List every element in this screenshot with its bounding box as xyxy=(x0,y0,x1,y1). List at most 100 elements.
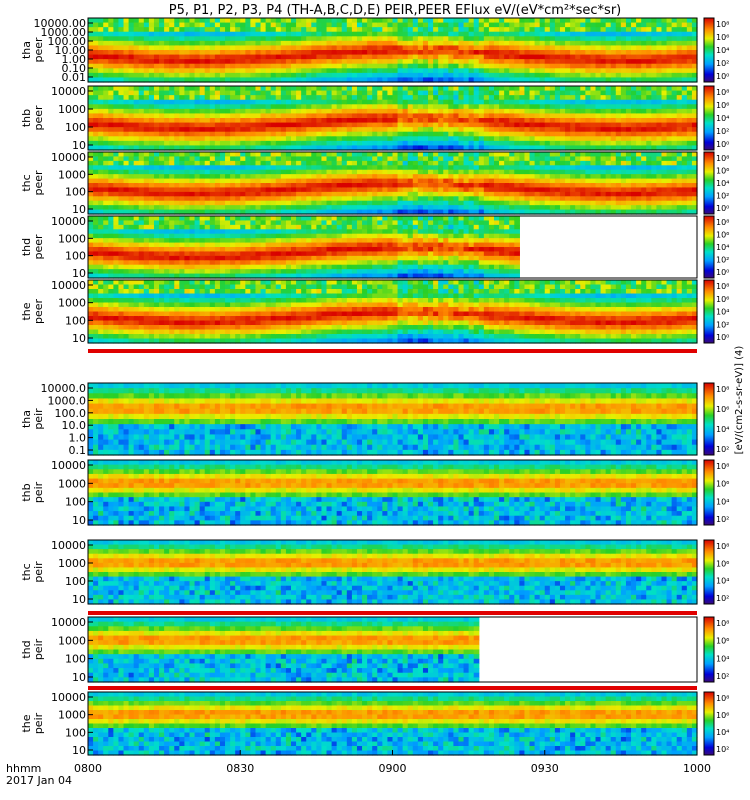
spectrogram-cell xyxy=(184,86,191,92)
spectrogram-cell xyxy=(128,54,135,60)
spectrogram-cell xyxy=(153,200,160,206)
spectrogram-cell xyxy=(529,31,536,37)
spectrogram-cell xyxy=(473,86,480,92)
spectrogram-cell xyxy=(159,165,165,171)
spectrogram-cell xyxy=(113,27,120,33)
spectrogram-cell xyxy=(646,152,652,158)
figure-title: P5, P1, P2, P3, P4 (TH-A,B,C,D,E) PEIR,P… xyxy=(169,3,622,18)
spectrogram-cell xyxy=(123,131,130,137)
spectrogram-cell xyxy=(225,113,231,119)
spectrogram-cell xyxy=(306,113,312,119)
spectrogram-cell xyxy=(387,209,394,215)
spectrogram-cell xyxy=(270,196,277,202)
spectrogram-cell xyxy=(321,108,328,115)
spectrogram-cell xyxy=(341,63,348,69)
spectrogram-cell xyxy=(666,99,673,105)
spectrogram-cell xyxy=(103,127,109,133)
spectrogram-cell xyxy=(108,131,114,137)
spectrogram-cell xyxy=(118,59,125,65)
spectrogram-cell xyxy=(351,152,358,158)
spectrogram-cell xyxy=(275,86,282,92)
spectrogram-cell xyxy=(219,152,226,158)
spectrogram-cell xyxy=(595,50,602,56)
spectrogram-cell xyxy=(402,174,409,180)
spectrogram-cell xyxy=(636,187,642,193)
spectrogram-cell xyxy=(666,86,673,92)
spectrogram-cell xyxy=(600,36,607,42)
spectrogram-cell xyxy=(326,178,333,184)
spectrogram-cell xyxy=(641,63,647,69)
spectrogram-cell xyxy=(575,77,581,83)
spectrogram-cell xyxy=(153,36,160,42)
spectrogram-cell xyxy=(108,113,114,119)
spectrogram-cell xyxy=(174,108,180,115)
spectrogram-cell xyxy=(108,140,114,147)
spectrogram-cell xyxy=(402,63,409,69)
spectrogram-cell xyxy=(478,122,485,128)
spectrogram-cell xyxy=(549,77,556,83)
spectrogram-cell xyxy=(565,196,571,202)
spectrogram-cell xyxy=(311,145,317,151)
spectrogram-cell xyxy=(250,108,257,115)
spectrogram-cell xyxy=(646,140,652,147)
spectrogram-cell xyxy=(128,113,135,119)
spectrogram-cell xyxy=(336,160,343,166)
spectrogram-cell xyxy=(199,68,206,74)
spectrogram-cell xyxy=(387,169,394,175)
colorbar-tick-label: 10⁰ xyxy=(716,140,729,149)
spectrogram-cell xyxy=(438,113,444,119)
spectrogram-cell xyxy=(93,178,99,184)
spectrogram-cell xyxy=(199,95,206,101)
spectrogram-cell xyxy=(153,40,160,47)
spectrogram-cell xyxy=(351,50,358,56)
spectrogram-cell xyxy=(88,18,94,24)
spectrogram-cell xyxy=(88,113,94,119)
spectrogram-cell xyxy=(230,72,236,79)
spectrogram-cell xyxy=(656,54,663,60)
spectrogram-cell xyxy=(148,140,155,147)
spectrogram-cell xyxy=(458,169,465,175)
spectrogram-cell xyxy=(407,31,414,37)
spectrogram-cell xyxy=(625,95,632,101)
spectrogram-cell xyxy=(428,45,434,51)
spectrogram-cell xyxy=(468,156,475,162)
spectrogram-cell xyxy=(646,31,652,37)
spectrogram-cell xyxy=(240,145,246,151)
spectrogram-cell xyxy=(529,200,536,206)
spectrogram-cell xyxy=(285,72,292,79)
spectrogram-cell xyxy=(148,113,155,119)
spectrogram-cell xyxy=(362,152,368,158)
spectrogram-cell xyxy=(159,95,165,101)
spectrogram-cell xyxy=(321,145,328,151)
spectrogram-cell xyxy=(316,187,323,193)
spectrogram-cell xyxy=(412,196,419,202)
spectrogram-cell xyxy=(407,54,414,60)
spectrogram-cell xyxy=(565,86,571,92)
panel-probe-label: thb xyxy=(20,109,33,127)
spectrogram-cell xyxy=(189,174,196,180)
spectrogram-cell xyxy=(529,145,536,151)
spectrogram-cell xyxy=(524,127,531,133)
spectrogram-cell xyxy=(351,118,358,124)
spectrogram-cell xyxy=(666,59,673,65)
spectrogram-cell xyxy=(194,36,201,42)
spectrogram-cell xyxy=(336,50,343,56)
spectrogram-cell xyxy=(240,136,246,142)
spectrogram-cell xyxy=(600,131,607,137)
spectrogram-cell xyxy=(98,77,104,83)
spectrogram-cell xyxy=(164,50,170,56)
spectrogram-cell xyxy=(610,68,617,74)
spectrogram-cell xyxy=(301,18,307,24)
spectrogram-cell xyxy=(356,160,363,166)
spectrogram-cell xyxy=(422,152,429,158)
spectrogram-cell xyxy=(255,145,262,151)
spectrogram-cell xyxy=(159,27,165,33)
spectrogram-cell xyxy=(209,27,216,33)
spectrogram-cell xyxy=(620,165,627,171)
spectrogram-cell xyxy=(179,152,186,158)
spectrogram-cell xyxy=(615,145,622,151)
spectrogram-cell xyxy=(458,200,465,206)
spectrogram-cell xyxy=(554,156,561,162)
spectrogram-cell xyxy=(255,156,262,162)
spectrogram-cell xyxy=(148,86,155,92)
